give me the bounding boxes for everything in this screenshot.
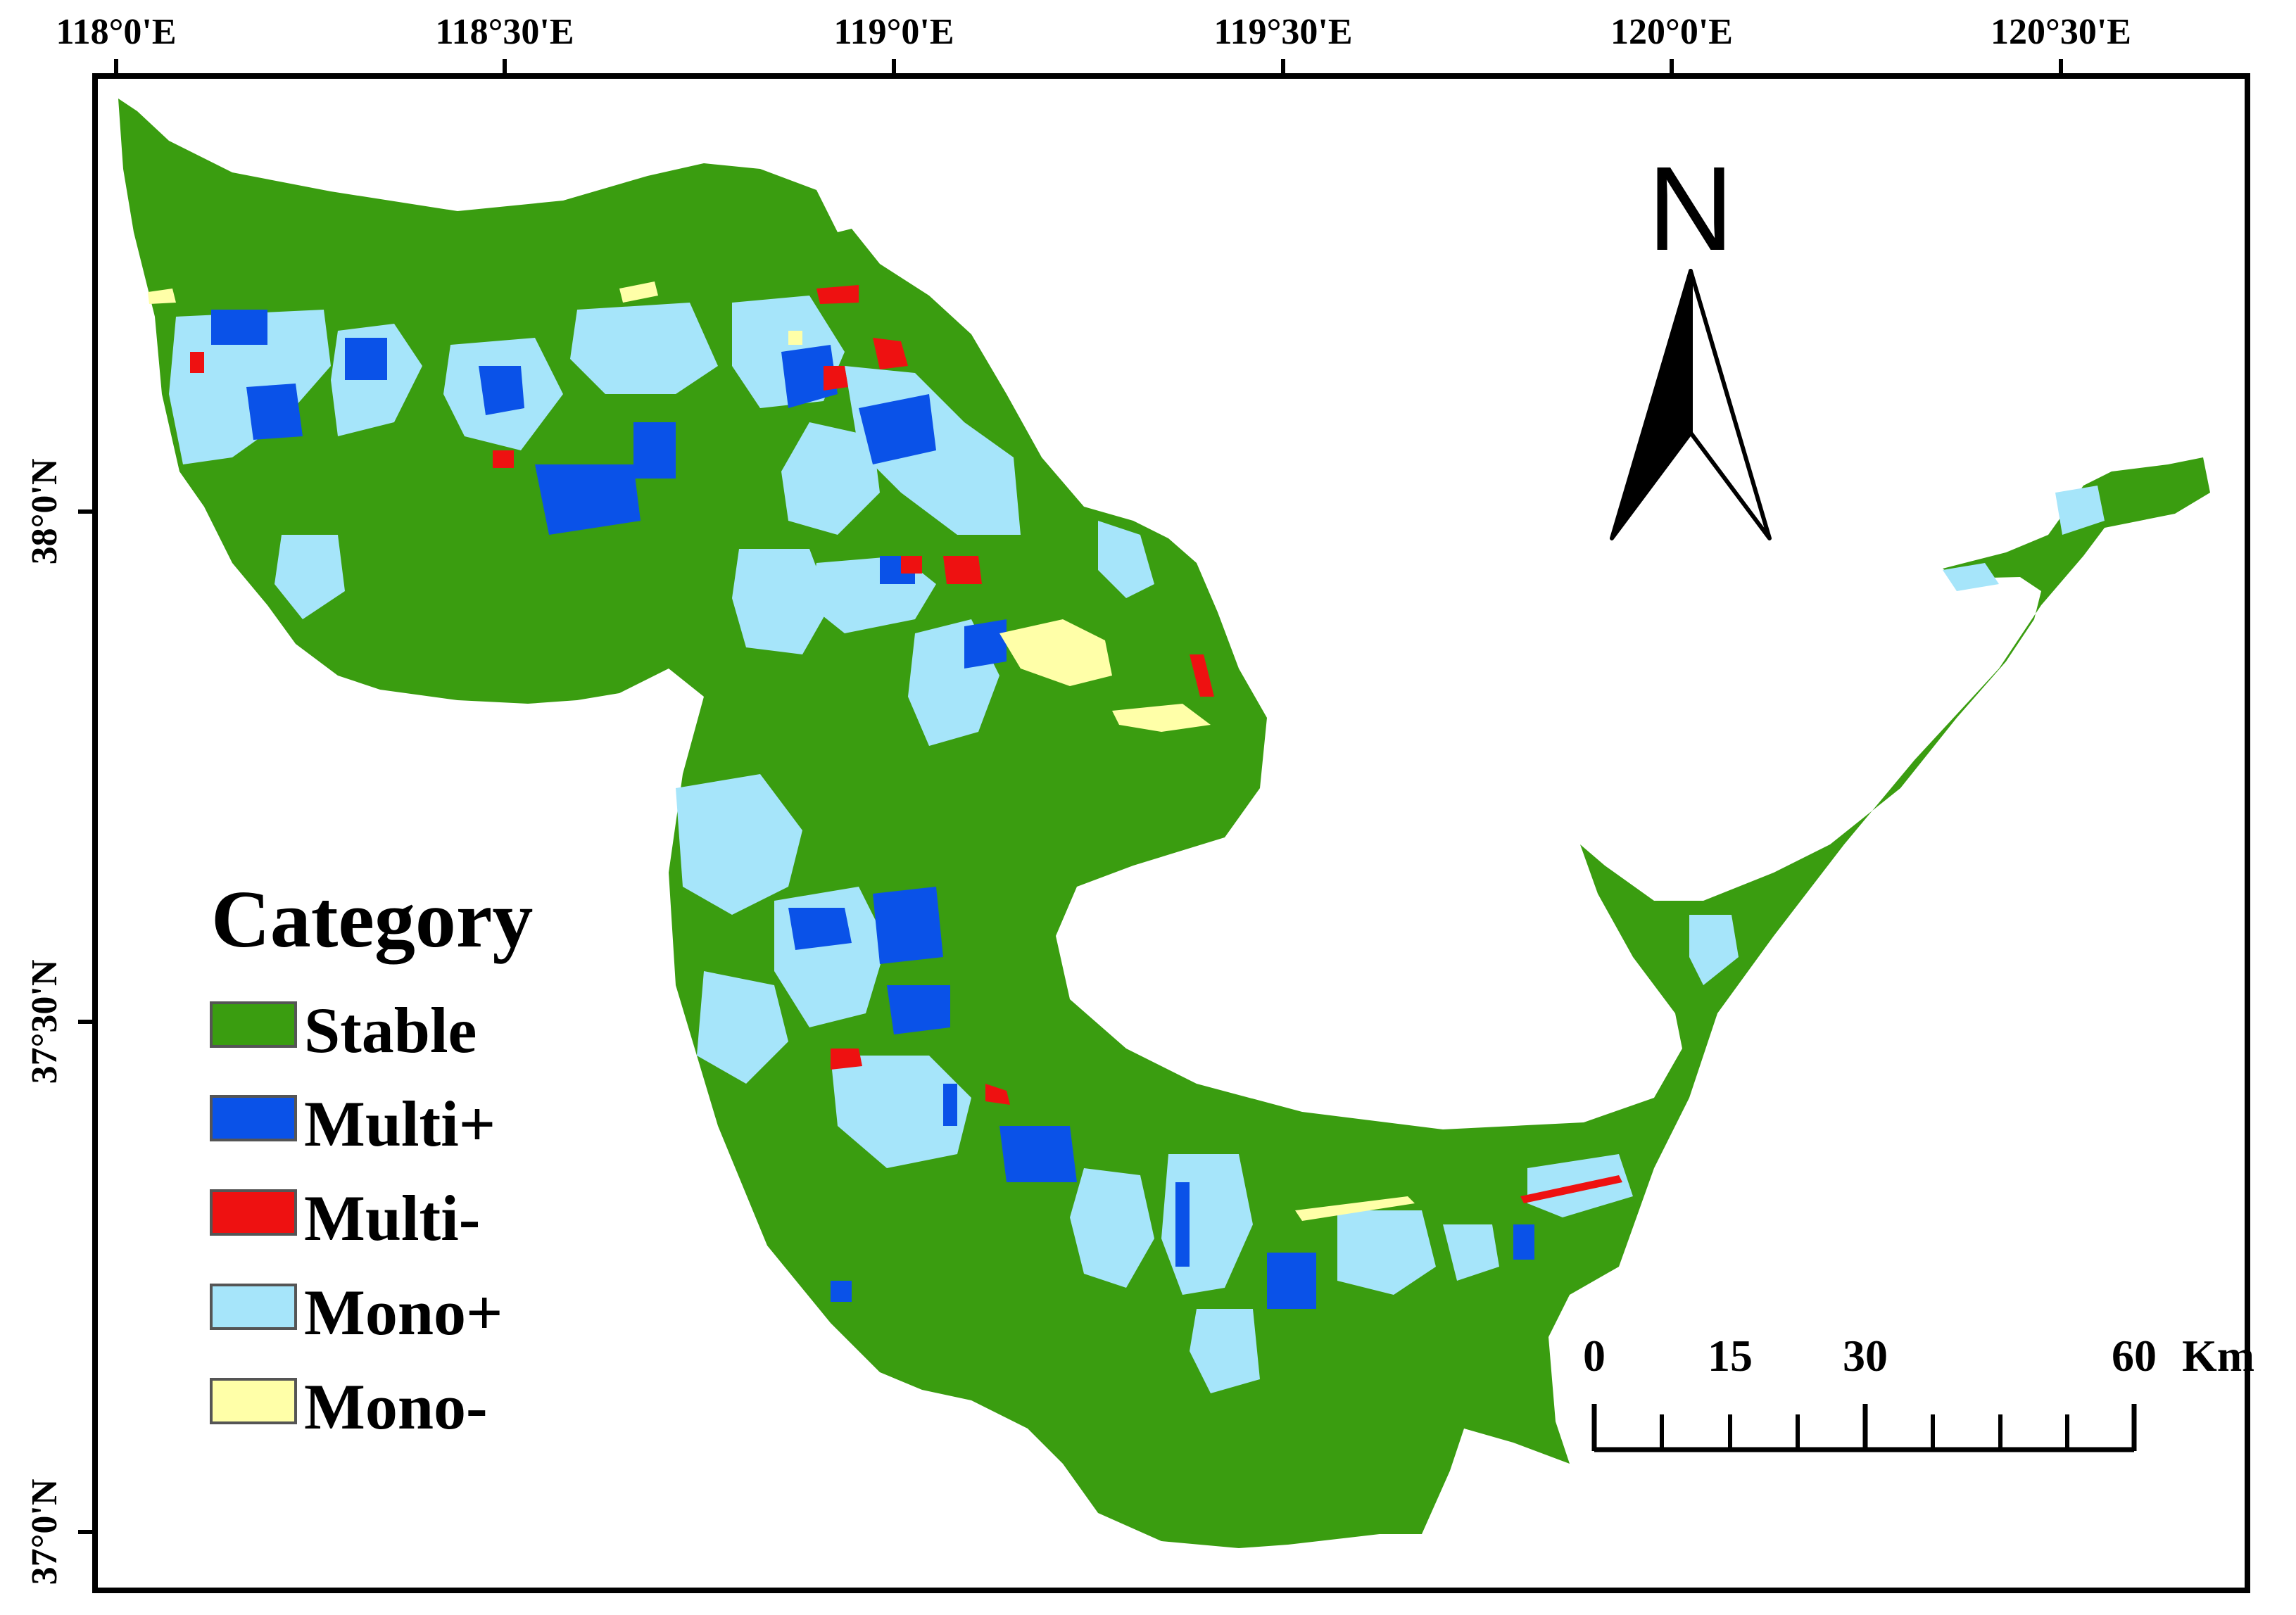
mono-plus-patch: [1689, 915, 1739, 985]
multi-minus-patch: [873, 338, 908, 369]
north-arrow: N: [1610, 142, 1772, 540]
mono-plus-patch: [1943, 563, 1999, 591]
multi-plus-patch: [999, 1126, 1077, 1182]
multi-plus-patch: [831, 1281, 852, 1302]
mono-plus-patch: [831, 1056, 971, 1168]
multi-minus-patch: [190, 352, 204, 373]
mono-plus-patch: [1337, 1210, 1436, 1295]
north-label: N: [1648, 142, 1734, 276]
multi-plus-patch: [479, 366, 524, 415]
mono-plus-patch: [697, 971, 788, 1084]
multi-plus-patch: [633, 422, 676, 479]
legend: Category Stable Multi+ Multi- Mono+ Mono…: [210, 875, 533, 1443]
mono-plus-patch: [1098, 521, 1154, 598]
lon-label: 118°0'E: [56, 12, 176, 52]
mono-minus-patch: [788, 331, 802, 345]
legend-label: Multi-: [304, 1182, 480, 1254]
lon-label: 119°0'E: [833, 12, 954, 52]
lon-label: 119°30'E: [1213, 12, 1352, 52]
mono-plus-patch: [1443, 1224, 1499, 1281]
multi-plus-patch: [943, 1084, 957, 1126]
legend-label: Mono-: [304, 1371, 488, 1443]
mono-plus-patch: [1070, 1168, 1154, 1288]
legend-swatch: [210, 1001, 297, 1048]
multi-minus-patch: [985, 1084, 1010, 1105]
lat-label: 37°0'N: [25, 1479, 65, 1585]
multi-plus-patch: [1513, 1224, 1534, 1260]
lat-label: 37°30'N: [25, 960, 65, 1084]
multi-plus-patches: [211, 310, 1534, 1309]
multi-minus-patch: [816, 285, 859, 304]
mono-minus-patch: [619, 281, 658, 303]
multi-plus-patch: [345, 338, 387, 380]
mono-plus-patch: [732, 549, 831, 654]
scale-label: 60: [2112, 1331, 2157, 1381]
multi-plus-patch: [964, 619, 1007, 669]
legend-swatch: [210, 1095, 297, 1141]
multi-plus-patch: [1175, 1182, 1190, 1267]
multi-plus-patch: [781, 345, 838, 408]
mono-plus-patch: [1190, 1309, 1260, 1393]
multi-plus-patch: [873, 887, 943, 964]
lon-label: 118°30'E: [435, 12, 574, 52]
multi-plus-patch: [887, 985, 950, 1034]
scale-bar: 0 15 30 60 Km: [1583, 1331, 2254, 1452]
multi-plus-patch: [246, 384, 303, 440]
multi-plus-patch: [859, 394, 936, 464]
north-arrow-left-half: [1610, 269, 1693, 540]
legend-swatch: [210, 1189, 297, 1236]
multi-minus-patch: [1190, 654, 1214, 697]
legend-title: Category: [211, 875, 533, 965]
mono-plus-patch: [676, 774, 802, 915]
map-frame: [92, 73, 2250, 1593]
mono-plus-patch: [275, 535, 345, 619]
lat-label: 38°0'N: [25, 459, 65, 565]
mono-plus-patch: [570, 303, 718, 394]
legend-item-mono-plus: Mono+: [210, 1277, 503, 1348]
legend-item-mono-minus: Mono-: [210, 1371, 488, 1443]
multi-plus-patch: [788, 908, 852, 950]
legend-label: Stable: [304, 994, 477, 1066]
mono-minus-patch: [1112, 704, 1211, 732]
mono-plus-patch: [2055, 486, 2105, 535]
legend-label: Mono+: [304, 1277, 503, 1348]
scale-label: 0: [1583, 1331, 1606, 1381]
legend-swatch: [210, 1284, 297, 1330]
multi-plus-patch: [535, 464, 641, 535]
multi-plus-patch: [211, 310, 267, 345]
scale-label: 30: [1843, 1331, 1888, 1381]
lon-label: 120°0'E: [1610, 12, 1733, 52]
multi-minus-patch: [1520, 1175, 1622, 1203]
multi-minus-patches: [190, 285, 1622, 1203]
longitude-graticule: 118°0'E 118°30'E 119°0'E 119°30'E 120°0'…: [56, 12, 2131, 76]
mono-minus-patch: [1295, 1196, 1415, 1221]
legend-item-multi-minus: Multi-: [210, 1182, 480, 1254]
multi-minus-patch: [493, 450, 514, 468]
multi-minus-patch: [943, 556, 982, 584]
multi-minus-patch: [831, 1049, 862, 1070]
scale-unit: Km: [2182, 1331, 2254, 1381]
mono-minus-patch: [999, 619, 1112, 686]
latitude-graticule: 38°0'N 37°30'N 37°0'N: [25, 459, 95, 1585]
legend-swatch: [210, 1378, 297, 1424]
lon-label: 120°30'E: [1991, 12, 2131, 52]
mono-minus-patches: [148, 281, 1415, 1221]
multi-minus-patch: [901, 556, 922, 574]
legend-item-multi-plus: Multi+: [210, 1088, 496, 1160]
scale-label: 15: [1708, 1331, 1753, 1381]
mono-plus-patch: [781, 422, 880, 535]
legend-item-stable: Stable: [210, 994, 477, 1066]
multi-plus-patch: [1267, 1253, 1316, 1309]
legend-label: Multi+: [304, 1088, 496, 1160]
north-arrow-right-half: [1689, 269, 1772, 540]
mono-minus-patch: [148, 289, 176, 304]
multi-minus-patch: [824, 366, 848, 391]
